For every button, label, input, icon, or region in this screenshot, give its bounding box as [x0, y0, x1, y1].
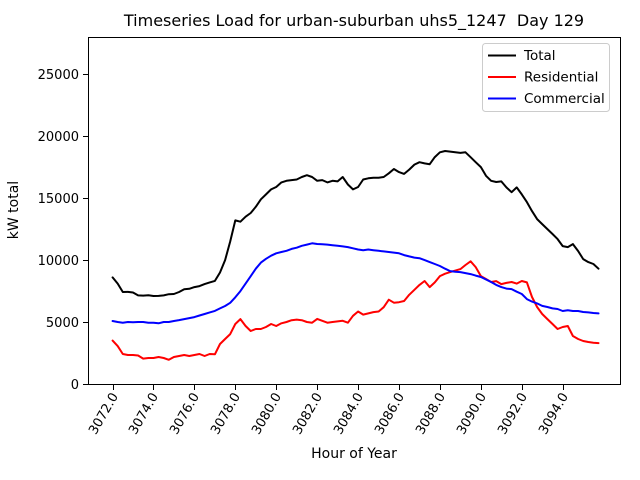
y-tick-label: 25000	[38, 68, 79, 83]
x-tick-label: 3080.0	[249, 391, 285, 438]
y-tick-label: 10000	[38, 254, 79, 269]
legend-label-residential: Residential	[524, 70, 598, 86]
x-tick-label: 3088.0	[413, 391, 449, 438]
x-tick-label: 3082.0	[290, 391, 326, 438]
x-tick-label: 3078.0	[208, 391, 244, 438]
plot-border	[88, 37, 621, 385]
y-tick-label: 15000	[38, 192, 79, 207]
y-axis-label: kW total	[6, 180, 22, 240]
x-tick-label: 3072.0	[86, 391, 122, 438]
legend-label-commercial: Commercial	[524, 91, 605, 107]
legend-label-total: Total	[523, 48, 556, 64]
series-line-residential	[111, 260, 600, 361]
x-tick-label: 3076.0	[167, 391, 203, 438]
series-line-commercial	[111, 242, 600, 325]
x-tick-label: 3084.0	[331, 391, 367, 438]
y-tick-label: 5000	[46, 316, 79, 331]
x-tick-label: 3094.0	[536, 391, 572, 438]
series-line-total	[111, 150, 600, 297]
x-axis-label: Hour of Year	[311, 446, 397, 462]
y-tick-label: 20000	[38, 130, 79, 145]
chart-title: Timeseries Load for urban-suburban uhs5_…	[123, 11, 585, 30]
x-tick-label: 3086.0	[372, 391, 408, 438]
x-tick-label: 3090.0	[454, 391, 490, 438]
y-tick-label: 0	[71, 378, 79, 393]
legend-box	[482, 43, 610, 112]
x-tick-label: 3074.0	[126, 391, 162, 438]
x-tick-label: 3092.0	[495, 391, 531, 438]
